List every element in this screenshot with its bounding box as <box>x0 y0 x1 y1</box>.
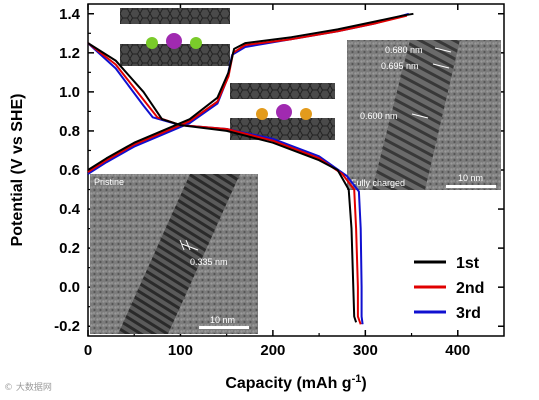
inset-charged-annotation-1: 0.680 nm <box>385 45 423 55</box>
x-tick-label: 100 <box>168 342 193 359</box>
x-tick-label: 0 <box>84 342 92 359</box>
y-tick-label: 1.2 <box>59 45 80 62</box>
legend-label-3rd: 3rd <box>456 305 481 322</box>
y-tick-label: 0.2 <box>59 240 80 257</box>
y-tick-label: 0.6 <box>59 162 80 179</box>
graphene-illustration-middle <box>230 83 335 140</box>
legend-label-2nd: 2nd <box>456 280 484 297</box>
graphene-illustration-top <box>120 8 230 66</box>
inset-pristine-label: Pristine <box>94 177 124 187</box>
x-tick-label: 200 <box>260 342 285 359</box>
series-1st-discharge-line <box>87 42 358 323</box>
inset-charged-tem: 0.680 nm 0.695 nm 0.600 nm Fully charged… <box>347 40 501 190</box>
inset-charged-label: Fully charged <box>351 178 405 188</box>
y-tick-label: -0.2 <box>54 318 80 335</box>
series-2nd-charge-line <box>87 14 408 173</box>
y-tick-label: 0.8 <box>59 123 80 140</box>
inset-charged-annotation-3: 0.600 nm <box>360 111 398 121</box>
y-tick-label: 1.0 <box>59 84 80 101</box>
inset-pristine-scale: 10 nm <box>210 315 235 325</box>
watermark: © 大数据网 <box>4 383 52 393</box>
inset-pristine-annotation: 0.335 nm <box>190 257 228 267</box>
x-tick-label: 400 <box>445 342 470 359</box>
x-tick-label: 300 <box>353 342 378 359</box>
inset-charged-annotation-2: 0.695 nm <box>381 61 419 71</box>
series-2nd-discharge-line <box>87 42 362 325</box>
y-tick-label: 0.4 <box>59 201 81 218</box>
y-tick-label: 1.4 <box>59 6 81 23</box>
legend-label-1st: 1st <box>456 255 480 272</box>
inset-charged-scale: 10 nm <box>458 173 483 183</box>
legend: 1st 2nd 3rd <box>414 255 484 322</box>
inset-pristine-tem: Pristine 0.335 nm 10 nm <box>90 174 258 334</box>
series-3rd-discharge-line <box>87 42 364 325</box>
y-tick-label: 0.0 <box>59 279 80 296</box>
series-1st-charge-line <box>87 12 414 171</box>
x-axis-title: Capacity (mAh g-1) <box>225 373 366 392</box>
series-layer <box>87 12 414 325</box>
y-axis-title: Potential (V vs SHE) <box>9 94 26 247</box>
